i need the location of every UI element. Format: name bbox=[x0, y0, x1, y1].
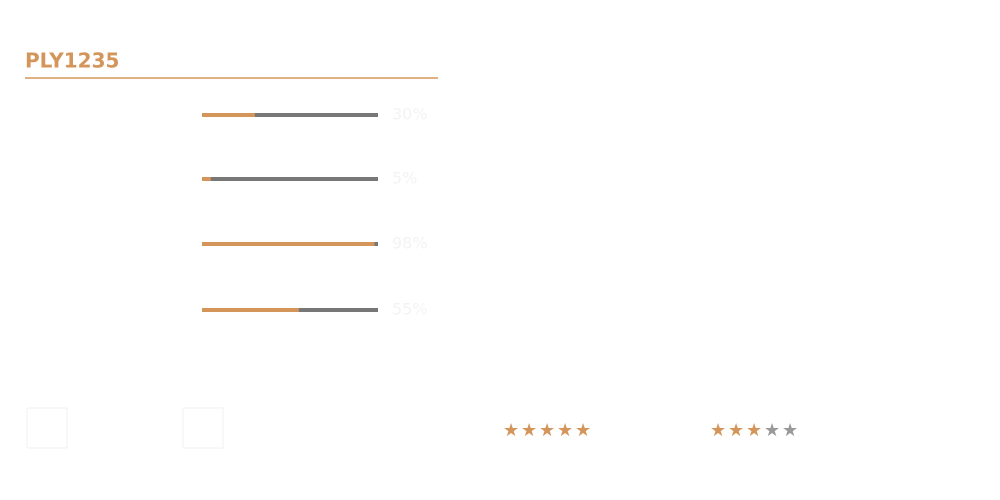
star: ★ bbox=[575, 420, 591, 441]
star: ★ bbox=[746, 420, 762, 441]
star: ★ bbox=[521, 420, 537, 441]
star: ★ bbox=[557, 420, 573, 441]
bar-fill bbox=[202, 308, 299, 312]
bar-label: 30% bbox=[392, 105, 428, 124]
star: ★ bbox=[782, 420, 798, 441]
bar-label: 5% bbox=[392, 169, 417, 188]
icon bbox=[26, 407, 68, 449]
bar-track bbox=[202, 113, 378, 117]
bar-fill bbox=[202, 242, 375, 246]
bar-fill bbox=[202, 113, 255, 117]
star: ★ bbox=[710, 420, 726, 441]
star: ★ bbox=[728, 420, 744, 441]
icon bbox=[182, 407, 224, 449]
star: ★ bbox=[539, 420, 555, 441]
product-title: PLY1235 bbox=[25, 49, 119, 73]
star: ★ bbox=[764, 420, 780, 441]
bar-label: 98% bbox=[392, 234, 428, 253]
star: ★ bbox=[503, 420, 519, 441]
bar-fill bbox=[202, 177, 211, 181]
bar-track bbox=[202, 177, 378, 181]
bar-label: 55% bbox=[392, 300, 428, 319]
